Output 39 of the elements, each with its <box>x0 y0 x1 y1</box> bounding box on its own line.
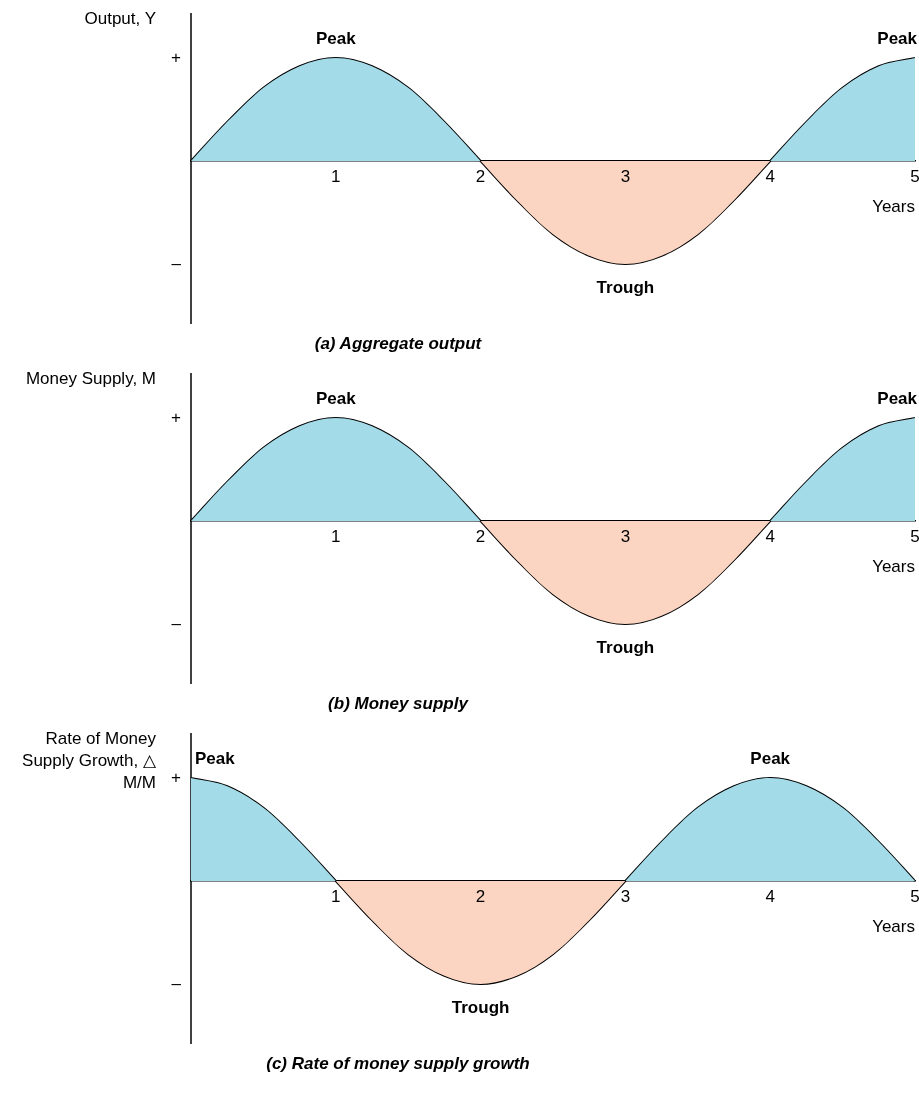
text: – <box>171 973 182 993</box>
x-tick-label: 5 <box>910 167 919 187</box>
x-tick-label: 2 <box>475 167 486 187</box>
y-axis-title: Output, Y <box>83 8 156 30</box>
x-tick-label: 4 <box>765 887 775 907</box>
x-tick-label: 5 <box>910 887 919 907</box>
text: + <box>171 47 182 67</box>
x-axis-title: Years <box>872 556 915 576</box>
x-tick-label: 3 <box>620 167 631 187</box>
text: (b) Money supply <box>327 694 470 714</box>
text: (c) Rate of money supply growth <box>265 1054 531 1074</box>
x-tick-label: 4 <box>765 527 775 547</box>
text: + <box>171 767 182 787</box>
annotation: Peak <box>315 389 357 409</box>
text: – <box>171 253 182 273</box>
x-tick-label: 3 <box>620 887 631 907</box>
x-tick-label: 4 <box>765 167 775 187</box>
annotation: Peak <box>315 29 357 49</box>
x-tick-label: 1 <box>331 527 341 547</box>
y-axis-title: Rate of Money Supply Growth, △ M/M <box>21 728 156 794</box>
annotation: Peak <box>877 29 918 49</box>
annotation: Trough <box>596 278 655 298</box>
x-tick-label: 1 <box>331 887 341 907</box>
x-tick-label: 2 <box>475 887 486 907</box>
text: + <box>171 407 182 427</box>
x-tick-label: 5 <box>910 527 919 547</box>
annotation: Peak <box>877 389 918 409</box>
x-tick-label: 3 <box>620 527 631 547</box>
x-axis-title: Years <box>872 916 915 936</box>
annotation: Trough <box>596 638 655 658</box>
x-tick-label: 1 <box>331 167 341 187</box>
y-axis-title: Money Supply, M <box>24 368 156 390</box>
annotation: Peak <box>750 749 791 769</box>
x-tick-label: 2 <box>475 527 486 547</box>
x-axis-title: Years <box>872 196 915 216</box>
annotation: Peak <box>195 749 236 769</box>
text: – <box>171 613 182 633</box>
annotation: Trough <box>451 998 510 1018</box>
text: (a) Aggregate output <box>313 334 483 354</box>
